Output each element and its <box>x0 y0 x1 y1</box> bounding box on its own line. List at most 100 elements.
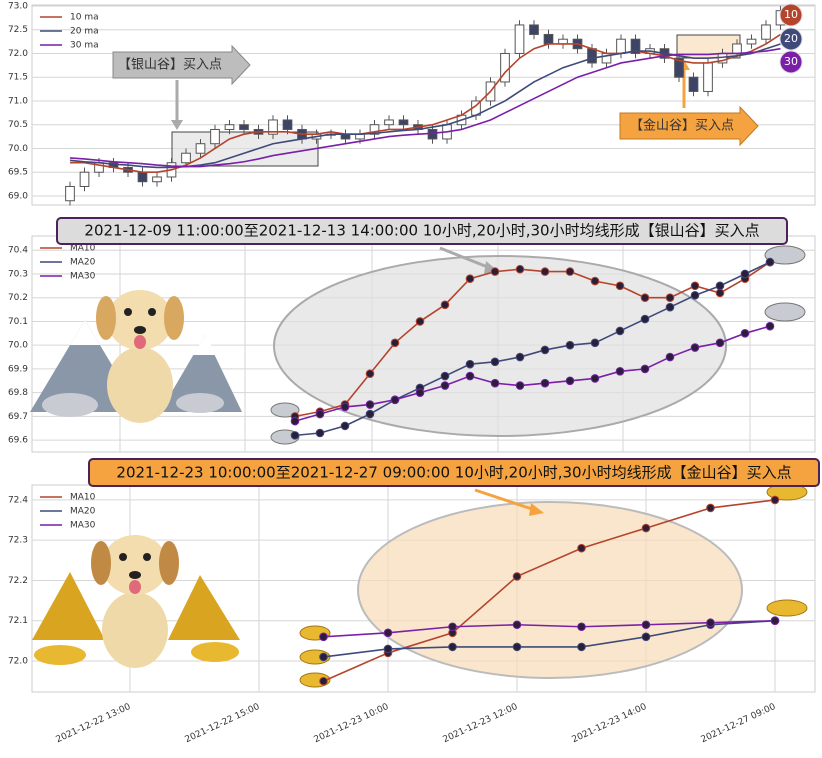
point <box>715 281 725 291</box>
point <box>770 616 780 626</box>
candle-body <box>181 152 191 164</box>
y-tick-label: 70.0 <box>8 144 28 154</box>
point <box>465 371 475 381</box>
point <box>512 620 522 630</box>
y-tick-label: 70.1 <box>8 317 28 327</box>
point <box>319 676 328 686</box>
candle-body <box>746 38 757 45</box>
y-tick-label: 72.2 <box>8 576 28 586</box>
point <box>706 503 715 513</box>
ma-line <box>323 619 776 658</box>
point <box>440 381 450 390</box>
candle-body <box>239 124 249 130</box>
point <box>512 642 522 652</box>
y-tick-label: 69.6 <box>8 436 28 446</box>
y-tick-label: 70.2 <box>8 293 28 303</box>
point <box>690 291 700 300</box>
y-tick-label: 72.1 <box>8 616 28 626</box>
candle-body <box>616 38 626 54</box>
title-box <box>88 458 820 487</box>
point <box>390 338 400 348</box>
point <box>715 338 725 348</box>
legend-label: MA10 <box>70 493 96 503</box>
y-tick-label: 69.9 <box>8 364 28 374</box>
annotation-text: 【金山谷】买入点 <box>630 118 734 134</box>
point <box>512 572 522 581</box>
legend-label: 20 ma <box>70 27 99 37</box>
point <box>640 364 650 374</box>
silver-decoration <box>30 245 806 445</box>
badge <box>779 50 803 74</box>
point <box>315 428 325 438</box>
pointer-arrow <box>529 503 544 516</box>
y-tick-label: 69.7 <box>8 412 28 422</box>
highlight-ellipse <box>357 501 743 679</box>
point <box>590 338 600 348</box>
point <box>490 357 500 367</box>
candle-body <box>674 57 684 78</box>
point <box>383 644 393 654</box>
candle-body <box>210 128 220 145</box>
point <box>290 431 300 440</box>
candle-body <box>79 171 90 187</box>
candle-body <box>761 24 771 40</box>
point <box>706 618 715 628</box>
point <box>365 400 375 409</box>
candle-body <box>514 24 525 54</box>
highlight-ellipse <box>273 255 727 437</box>
candle-body <box>384 119 394 126</box>
point <box>340 402 350 412</box>
y-tick-label: 73.0 <box>8 1 28 11</box>
y-tick-label: 72.0 <box>8 656 28 666</box>
point <box>465 359 475 369</box>
y-tick-label: 72.3 <box>8 536 28 546</box>
candle-body <box>587 48 597 64</box>
point <box>440 371 450 381</box>
point <box>577 543 586 553</box>
ma-line <box>323 619 776 638</box>
point <box>365 409 375 419</box>
candle-body <box>630 38 641 54</box>
point <box>490 378 500 388</box>
point <box>740 269 750 279</box>
point <box>415 317 425 326</box>
point <box>315 409 325 419</box>
ma-line <box>323 499 776 682</box>
point <box>383 628 393 638</box>
y-tick-label: 72.0 <box>8 49 28 59</box>
point <box>540 267 550 276</box>
point <box>615 366 625 376</box>
pointer-arrow <box>439 246 491 270</box>
candle-body <box>688 76 699 92</box>
point <box>565 340 575 350</box>
chart-title: 2021-12-23 10:00:00至2021-12-27 09:00:00 … <box>116 464 791 482</box>
legend-label: MA20 <box>70 507 96 517</box>
badge-label: 30 <box>784 55 798 68</box>
point <box>665 302 675 312</box>
y-tick-label: 69.5 <box>8 168 28 178</box>
point <box>615 326 625 336</box>
annotation-silver: 【银山谷】买入点 <box>112 44 251 130</box>
point <box>565 376 575 386</box>
y-tick-label: 72.5 <box>8 25 28 35</box>
point <box>641 632 651 642</box>
point <box>415 388 425 397</box>
candle-body <box>703 62 713 92</box>
point <box>565 267 575 276</box>
candle-body <box>65 185 75 202</box>
point <box>640 293 650 303</box>
y-tick-label: 72.4 <box>8 495 28 505</box>
point <box>319 652 328 662</box>
point <box>577 622 586 632</box>
y-tick-label: 70.5 <box>8 120 28 130</box>
point <box>590 374 600 383</box>
point <box>765 321 775 331</box>
candle-body <box>152 176 162 183</box>
point <box>515 381 525 390</box>
point <box>490 267 500 276</box>
point <box>665 293 675 303</box>
point <box>770 495 780 505</box>
pointer-arrow <box>474 488 536 512</box>
legend-label: MA10 <box>70 244 96 254</box>
